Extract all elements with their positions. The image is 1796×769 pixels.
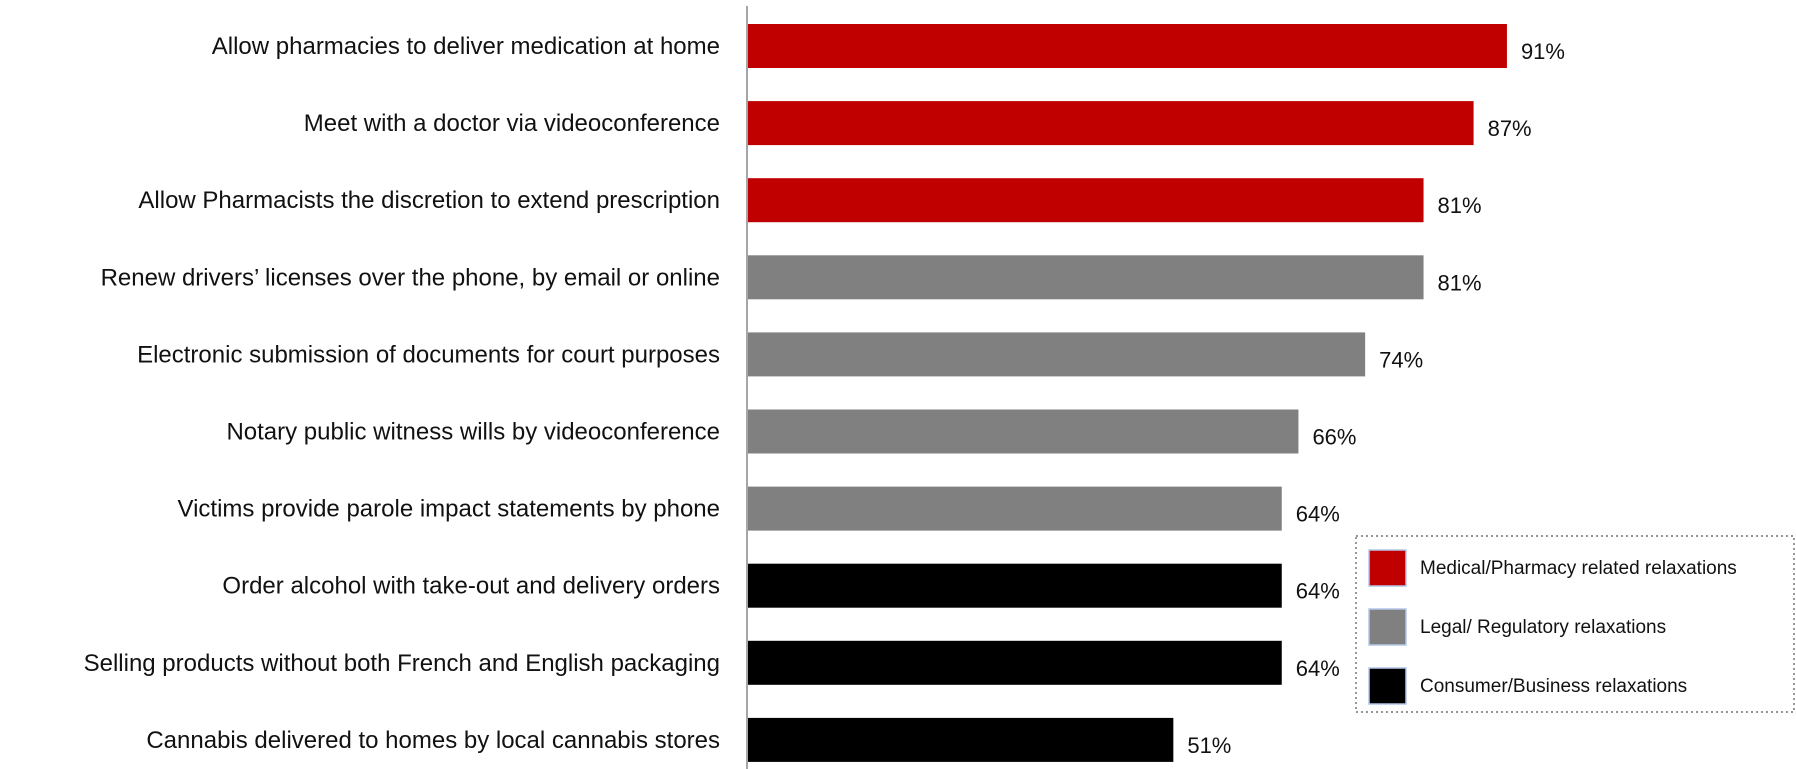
legend-swatch-medical [1368,549,1407,587]
legend-label-consumer: Consumer/Business relaxations [1420,676,1687,697]
category-label: Electronic submission of documents for c… [137,341,720,368]
bar [748,486,1282,531]
legend-label-legal: Legal/ Regulatory relaxations [1420,617,1666,638]
category-label: Order alcohol with take-out and delivery… [222,573,720,600]
category-label: Selling products without both French and… [84,650,720,677]
value-label: 51% [1187,733,1231,758]
category-label: Cannabis delivered to homes by local can… [146,727,720,754]
bar [748,24,1507,68]
value-label: 74% [1379,347,1423,372]
bar [748,409,1299,454]
legend-swatch-legal [1368,608,1407,646]
category-label: Meet with a doctor via videoconference [304,110,720,137]
value-label: 64% [1296,579,1340,604]
legend: Medical/Pharmacy related relaxations Lega… [1355,535,1795,713]
bar [748,332,1366,377]
bar [748,563,1282,608]
bar [748,717,1174,762]
category-label: Allow Pharmacists the discretion to exte… [138,187,720,214]
bar [748,255,1424,300]
bar [748,101,1474,146]
value-label: 64% [1296,502,1340,527]
value-label: 64% [1296,656,1340,681]
category-label: Allow pharmacies to deliver medication a… [212,33,720,60]
value-label: 66% [1312,425,1356,450]
value-label: 87% [1488,116,1532,141]
category-label: Renew drivers’ licenses over the phone, … [101,264,720,291]
legend-box [1355,535,1795,713]
legend-label-medical: Medical/Pharmacy related relaxations [1420,558,1737,579]
legend-swatch-consumer [1368,667,1407,705]
bar [748,640,1282,685]
bar [748,178,1424,223]
bars: Allow pharmacies to deliver medication a… [84,24,1565,762]
category-label: Victims provide parole impact statements… [178,496,721,523]
value-label: 81% [1438,193,1482,218]
value-label: 91% [1521,39,1565,64]
category-label: Notary public witness wills by videoconf… [226,419,720,446]
value-label: 81% [1438,270,1482,295]
